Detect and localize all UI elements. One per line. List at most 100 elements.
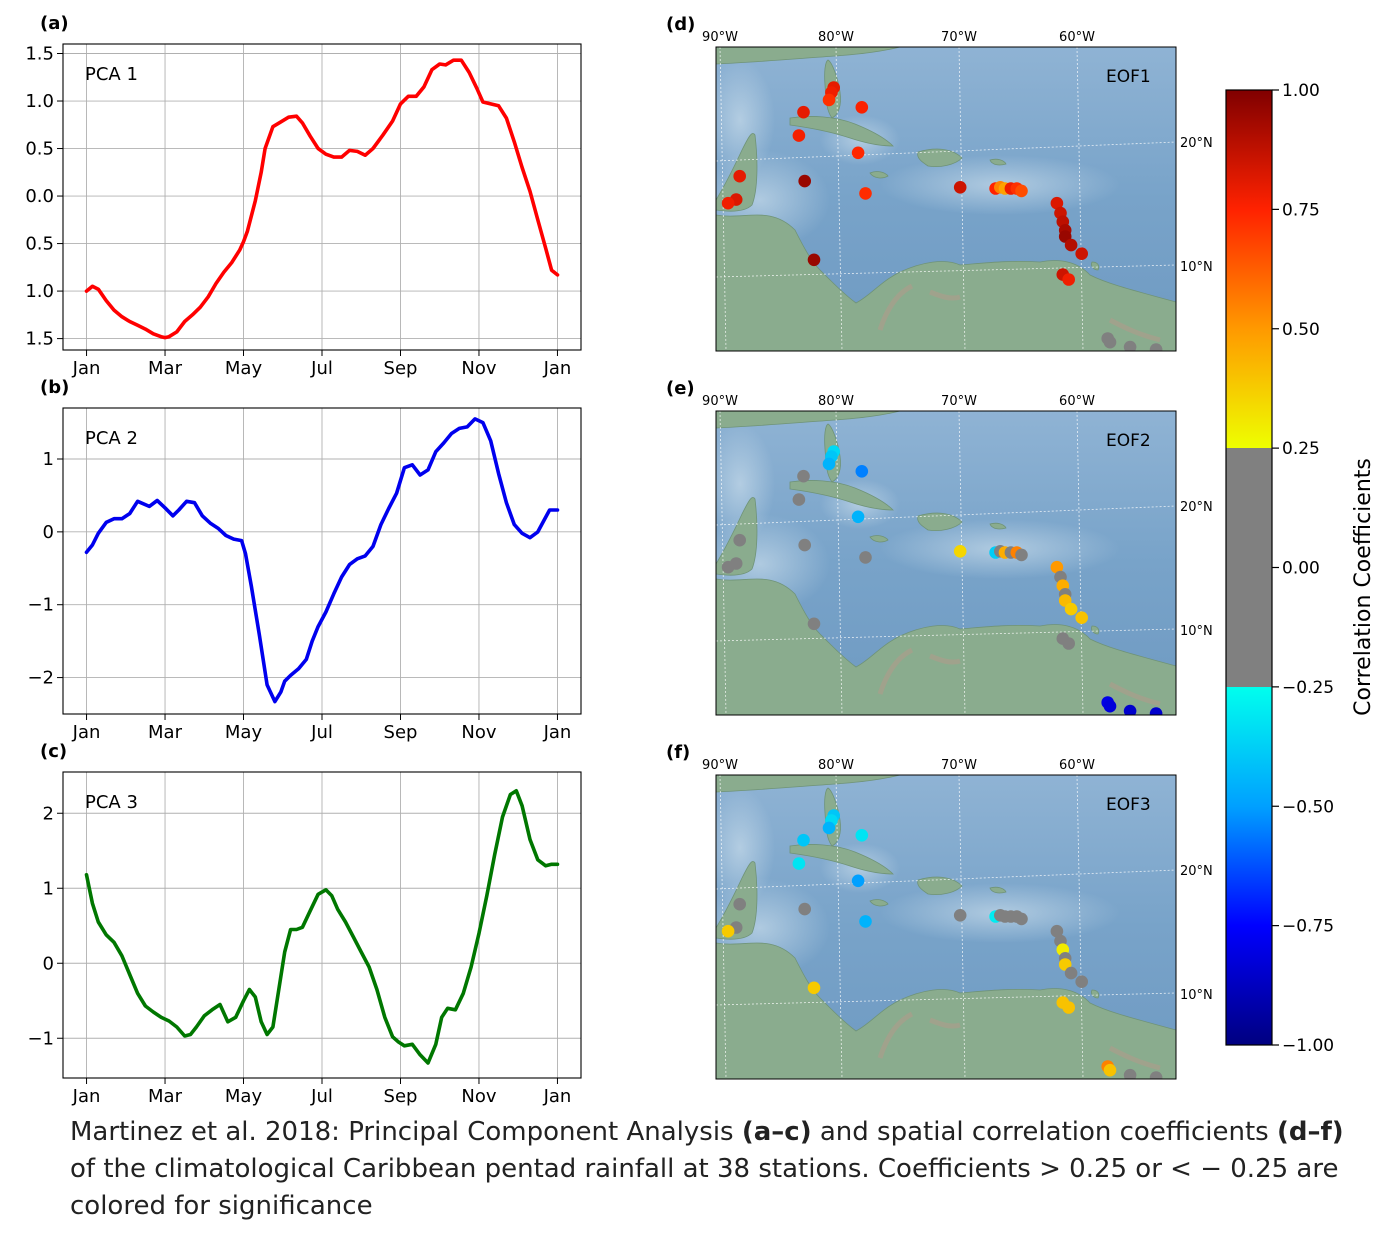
lon-tick-label: 70°W [941,394,977,409]
station-marker [798,902,811,916]
station-marker [1050,196,1064,210]
station-marker [1015,184,1028,198]
colorbar-tick-label: 0.50 [1282,320,1320,340]
station-marker [1149,707,1163,715]
land-jamaica [869,899,889,907]
x-tick-label: Jan [72,1086,101,1107]
station-marker [792,857,806,870]
parallel-20n [716,869,1176,890]
meridian-line [719,47,727,351]
eof-panel-1: 90°W 80°W 70°W 60°W 20°N 10°N EOF1 (d) [666,14,1213,352]
series-line-pca-2 [84,417,560,704]
x-tick-label: May [225,358,263,379]
x-tick-label: Nov [461,358,496,379]
x-tick-label: Jan [543,1086,572,1107]
mountain-relief [877,1011,1161,1071]
station-marker [1103,699,1117,713]
station-marker [859,551,872,564]
shallow-water [716,788,775,908]
x-tick-label: Jul [310,358,333,379]
station-marker [807,617,821,631]
caption-text-1: Martinez et al. 2018: Principal Componen… [70,1117,742,1147]
eof-panel-2: 90°W 80°W 70°W 60°W 20°N 10°N EOF2 (e) [666,378,1213,716]
map-frame [715,774,1177,1080]
colorbar-label: Correlation Coefficients [1351,458,1376,716]
lon-tick-label: 90°W [702,30,738,45]
land-hispaniola [917,512,963,531]
station-marker [721,560,735,574]
meridian-line [719,411,727,715]
station-marker [953,181,967,194]
station-marker [797,833,810,847]
map-area [716,47,1176,351]
lon-tick-label: 70°W [941,30,977,45]
y-tick-label: 0 [43,953,54,974]
y-tick-label: 2 [43,803,54,824]
x-tick-label: Sep [384,1086,418,1107]
x-tick-label: Nov [461,722,496,743]
meridian-line [835,47,843,351]
station-marker [721,924,735,938]
x-tick-label: Jan [72,358,101,379]
x-tick-label: Nov [461,1086,496,1107]
colorbar-tick-label: 1.00 [1282,81,1320,101]
pca-panel-3: Jan Mar May Jul Sep Nov Jan 2 1 0 −1 PCA 3 (c) [27,741,582,1107]
station-marker [1103,335,1117,349]
lon-tick-label: 90°W [702,394,738,409]
land-cuba [789,844,894,875]
land-hispaniola [917,876,963,895]
map-area [716,411,1176,715]
station-marker [733,169,746,183]
station-marker [1062,273,1075,286]
x-tick-label: Jan [543,358,572,379]
land-cuba [789,480,894,511]
colorbar-tick-label: −0.75 [1282,917,1334,937]
land-trinidad [1091,625,1100,635]
station-marker [1103,1063,1117,1077]
station-marker [1050,924,1064,938]
station-marker [1050,560,1064,574]
meridian-line [719,775,727,1079]
caption-bold-panels-abc: (a–c) [741,1117,812,1147]
land-puerto-rico [989,886,1007,894]
station-marker [1015,912,1028,926]
x-tick-label: Jan [543,722,572,743]
x-tick-label: Mar [148,1086,183,1107]
land-central-south-america [716,578,1176,715]
y-tick-label: 0.5 [25,234,54,255]
lon-tick-label: 60°W [1059,394,1095,409]
station-marker [859,187,872,200]
lon-tick-label: 60°W [1059,758,1095,773]
parallel-20n [716,141,1176,162]
station-marker [851,874,865,888]
x-tick-label: Mar [148,358,183,379]
station-marker [822,457,836,471]
parallel-10n [716,992,1176,1006]
x-tick-label: May [225,722,263,743]
station-marker [822,93,836,107]
meridian-line [1076,411,1084,715]
station-marker [1149,1071,1163,1079]
lon-tick-label: 80°W [818,30,854,45]
land-jamaica [869,535,889,543]
caption-bold-panels-def: (d–f) [1276,1117,1344,1147]
station-marker [1149,343,1163,351]
land-trinidad [1091,261,1100,271]
station-marker [797,105,810,119]
eof-map-panels: 90°W 80°W 70°W 60°W 20°N 10°N EOF1 (d) 90°W 80°W 7… [666,14,1213,1080]
colorbar-bar [1225,89,1273,1046]
panel-label: (d) [666,14,695,35]
map-area [716,775,1176,1079]
station-marker [1015,548,1028,562]
station-marker [1062,637,1075,650]
lat-tick-label: 20°N [1180,864,1213,879]
station-marker [851,510,865,524]
station-marker [953,545,967,558]
station-marker [733,897,746,911]
land-puerto-rico [989,158,1007,166]
map-frame [715,46,1177,352]
lon-tick-label: 60°W [1059,30,1095,45]
station-marker [822,821,836,835]
station-marker [792,493,806,506]
lat-tick-label: 20°N [1180,500,1213,515]
